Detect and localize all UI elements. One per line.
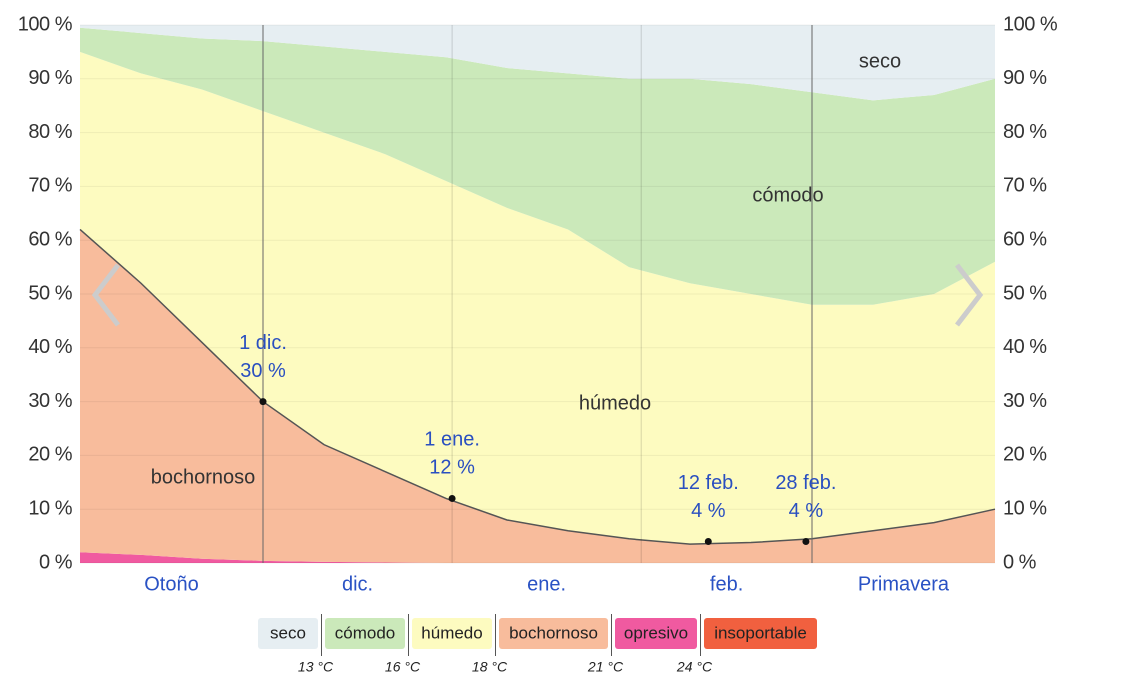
right-chevron[interactable]	[955, 263, 984, 327]
area	[80, 552, 995, 563]
legend-label: seco	[270, 623, 306, 642]
legend-label: bochornoso	[509, 623, 598, 642]
annotation-point	[448, 494, 456, 502]
legend-swatch	[258, 618, 318, 649]
y-tick-label: 0 %	[39, 551, 73, 573]
y2-tick-label: 100 %	[1003, 13, 1058, 35]
y2-tick-label: 30 %	[1003, 390, 1047, 412]
month-label: feb.	[710, 573, 743, 595]
y2-tick-label: 70 %	[1003, 175, 1047, 197]
threshold-label: 16 °C	[385, 659, 421, 675]
area	[80, 27, 995, 305]
month-label: ene.	[527, 573, 566, 595]
y-tick-label: 10 %	[28, 497, 72, 519]
y2-tick-label: 20 %	[1003, 444, 1047, 466]
y2-tick-label: 50 %	[1003, 282, 1047, 304]
y-tick-label: 60 %	[28, 228, 72, 250]
y2-tick-label: 90 %	[1003, 67, 1047, 89]
legend-swatch	[615, 618, 697, 649]
y2-tick-label: 80 %	[1003, 121, 1047, 143]
area-label: cómodo	[752, 184, 823, 206]
annotation-value: 30 %	[240, 360, 286, 382]
y-tick-label: 100 %	[18, 13, 73, 35]
left-arrow[interactable]	[91, 263, 120, 327]
annotation-value: 4 %	[691, 500, 726, 522]
month-label: Otoño	[144, 573, 198, 595]
threshold-label: 18 °C	[472, 659, 508, 675]
y-tick-label: 50 %	[28, 282, 72, 304]
area-label: seco	[859, 50, 901, 72]
threshold-label: 21 °C	[587, 659, 624, 675]
legend-label: cómodo	[335, 623, 395, 642]
legend-label: insoportable	[714, 623, 807, 642]
y-tick-label: 90 %	[28, 67, 72, 89]
legend-label: húmedo	[421, 623, 482, 642]
y-tick-label: 40 %	[28, 336, 72, 358]
annotation-label: 1 dic.	[239, 332, 287, 354]
legend-label: opresivo	[624, 623, 688, 642]
y-tick-label: 70 %	[28, 175, 72, 197]
area	[80, 51, 995, 545]
annotation-label: 1 ene.	[424, 429, 480, 451]
area-label: húmedo	[579, 392, 651, 414]
y-tick-label: 80 %	[28, 121, 72, 143]
muggy-line	[79, 228, 996, 545]
y2-tick-label: 0 %	[1003, 551, 1037, 573]
legend-swatch	[412, 618, 492, 649]
legend-swatch	[704, 618, 817, 649]
annotation-point	[802, 537, 810, 545]
y-tick-label: 20 %	[28, 444, 72, 466]
right-arrow[interactable]	[955, 263, 984, 327]
left-chevron[interactable]	[91, 263, 120, 327]
annotation-point	[259, 398, 267, 406]
area	[80, 25, 995, 101]
legend-swatch	[499, 618, 608, 649]
y2-tick-label: 10 %	[1003, 497, 1047, 519]
month-label: dic.	[342, 573, 373, 595]
area	[80, 229, 995, 563]
y-tick-label: 30 %	[28, 390, 72, 412]
annotation-label: 12 feb.	[678, 472, 739, 494]
annotation-point	[704, 537, 712, 545]
area-label: bochornoso	[151, 466, 256, 488]
legend-swatch	[325, 618, 405, 649]
month-label: Primavera	[858, 573, 950, 595]
annotation-value: 4 %	[789, 500, 824, 522]
threshold-label: 13 °C	[298, 659, 334, 675]
y2-tick-label: 40 %	[1003, 336, 1047, 358]
annotation-label: 28 feb.	[775, 472, 836, 494]
annotation-value: 12 %	[429, 457, 475, 479]
threshold-label: 24 °C	[676, 659, 713, 675]
y2-tick-label: 60 %	[1003, 228, 1047, 250]
